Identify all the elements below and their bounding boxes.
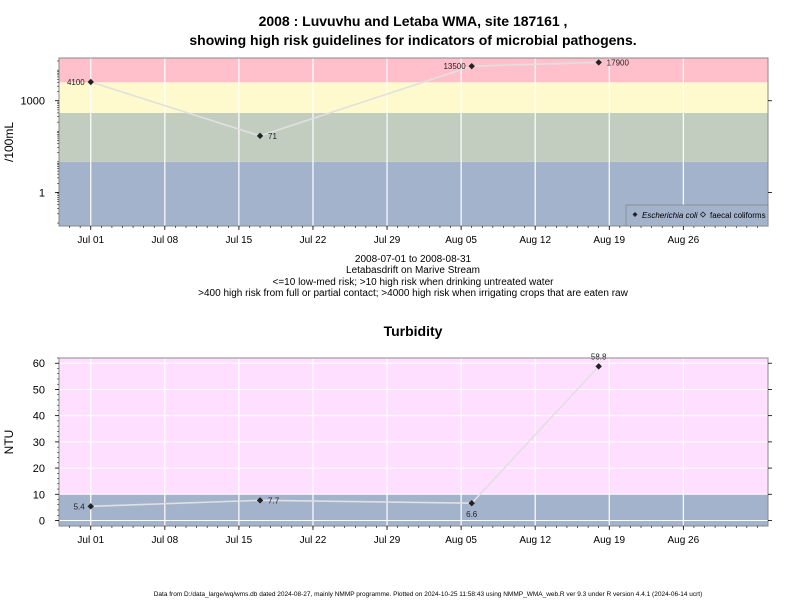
x-tick-label: Aug 05: [445, 535, 477, 546]
data-point-diamond: [87, 78, 94, 86]
risk-band-pink: [59, 358, 768, 495]
data-point-diamond: [595, 59, 602, 66]
gridlines: [90, 58, 684, 226]
x-tick-label: Aug 05: [445, 235, 477, 246]
y-tick-label: 30: [33, 437, 45, 449]
y-tick-label: 20: [33, 463, 45, 475]
series-line: [90, 61, 599, 137]
x-tick-label: Jul 15: [226, 235, 253, 246]
chart1-legend: Escherichia coli faecal coliforms: [625, 204, 769, 227]
note-drinking-risk: <=10 low-med risk; >10 high risk when dr…: [273, 277, 555, 288]
data-label: 4100: [67, 78, 85, 87]
risk-band-olive: [59, 112, 768, 162]
chart1-subtitle: showing high risk guidelines for indicat…: [189, 32, 636, 48]
axis-ticks: Jul 01 Jul 08 Jul 15 Jul 22 Jul 29 Aug 05 Aug …: [21, 60, 772, 246]
legend-box: [625, 204, 769, 227]
series-lines: [90, 365, 600, 508]
series-line: [90, 365, 600, 508]
data-point-diamond: [256, 132, 264, 140]
data-label: 7.7: [268, 496, 280, 505]
chart1-title: 2008 : Luvuvhu and Letaba WMA, site 1871…: [259, 13, 568, 29]
microbial-plot-area: 4100 71 13500 17900 Jul 01 Jul 08 Jul 15 Jul 2…: [21, 57, 772, 246]
x-tick-label: Aug 12: [519, 235, 551, 246]
y-tick-label: 1000: [21, 96, 45, 108]
note-contact-irrigation-risk: >400 high risk from full or partial cont…: [198, 288, 628, 299]
data-label: 17900: [607, 58, 630, 67]
x-tick-label: Jul 22: [300, 535, 327, 546]
x-tick-label: Aug 19: [593, 235, 625, 246]
y-tick-label: 50: [33, 384, 45, 396]
turbidity-plot-area: 5.47.76.658.8 Jul 01 Jul 08 Jul 15 Jul 22 Ju…: [33, 352, 772, 546]
x-tick-label: Aug 26: [667, 235, 699, 246]
filled-diamond-icon: [632, 212, 638, 217]
series-lines: [90, 61, 599, 137]
data-points: 5.4 7.7 6.6 58.8: [74, 352, 607, 519]
data-label: 58.8: [591, 352, 607, 361]
y-tick-label: 10: [33, 489, 45, 501]
legend-entry-ecoli: Escherichia coli: [642, 211, 698, 220]
y-tick-label: 60: [33, 358, 45, 370]
legend-entry-faecal-coliforms: faecal coliforms: [710, 211, 766, 220]
axis-ticks: Jul 01 Jul 08 Jul 15 Jul 22 Jul 29 Aug 05 Aug …: [33, 357, 772, 546]
x-tick-label: Jul 08: [151, 235, 178, 246]
chart2-title: Turbidity: [384, 323, 443, 339]
risk-band-yellow: [59, 82, 768, 113]
x-tick-label: Aug 19: [593, 535, 625, 546]
data-points: 4100 71 13500 17900: [67, 58, 630, 140]
risk-bands: [59, 58, 768, 226]
data-label: 13500: [443, 62, 466, 71]
x-tick-label: Jul 29: [374, 535, 401, 546]
footer-provenance: Data from D:/data_large/wq/wms.db dated …: [154, 591, 703, 598]
data-point-diamond: [595, 363, 602, 370]
y-tick-label: 0: [39, 515, 45, 527]
plot-frame: [58, 57, 769, 227]
note-date-range: 2008-07-01 to 2008-08-31: [355, 254, 472, 265]
data-point-diamond: [256, 497, 264, 504]
data-point-diamond: [468, 62, 475, 70]
data-label: 5.4: [74, 502, 86, 511]
risk-band-red: [59, 58, 768, 83]
data-point-diamond: [468, 499, 475, 507]
x-tick-label: Jul 29: [374, 235, 401, 246]
gridlines: [59, 358, 768, 526]
chart2-ylabel: NTU: [2, 430, 16, 455]
x-tick-label: Jul 08: [151, 535, 178, 546]
x-tick-label: Aug 26: [667, 535, 699, 546]
data-point-diamond: [87, 503, 94, 510]
x-tick-label: Jul 01: [77, 235, 104, 246]
open-diamond-icon: [699, 211, 707, 218]
data-label: 6.6: [466, 510, 478, 519]
note-site-name: Letabasdrift on Marive Stream: [346, 265, 480, 276]
chart1-ylabel: /100mL: [2, 122, 16, 162]
x-tick-label: Jul 22: [300, 235, 327, 246]
data-label: 71: [268, 132, 277, 141]
x-tick-label: Jul 01: [77, 535, 104, 546]
x-tick-label: Aug 12: [519, 535, 551, 546]
y-tick-label: 1: [39, 187, 45, 199]
y-tick-label: 40: [33, 411, 45, 423]
x-tick-label: Jul 15: [226, 535, 253, 546]
